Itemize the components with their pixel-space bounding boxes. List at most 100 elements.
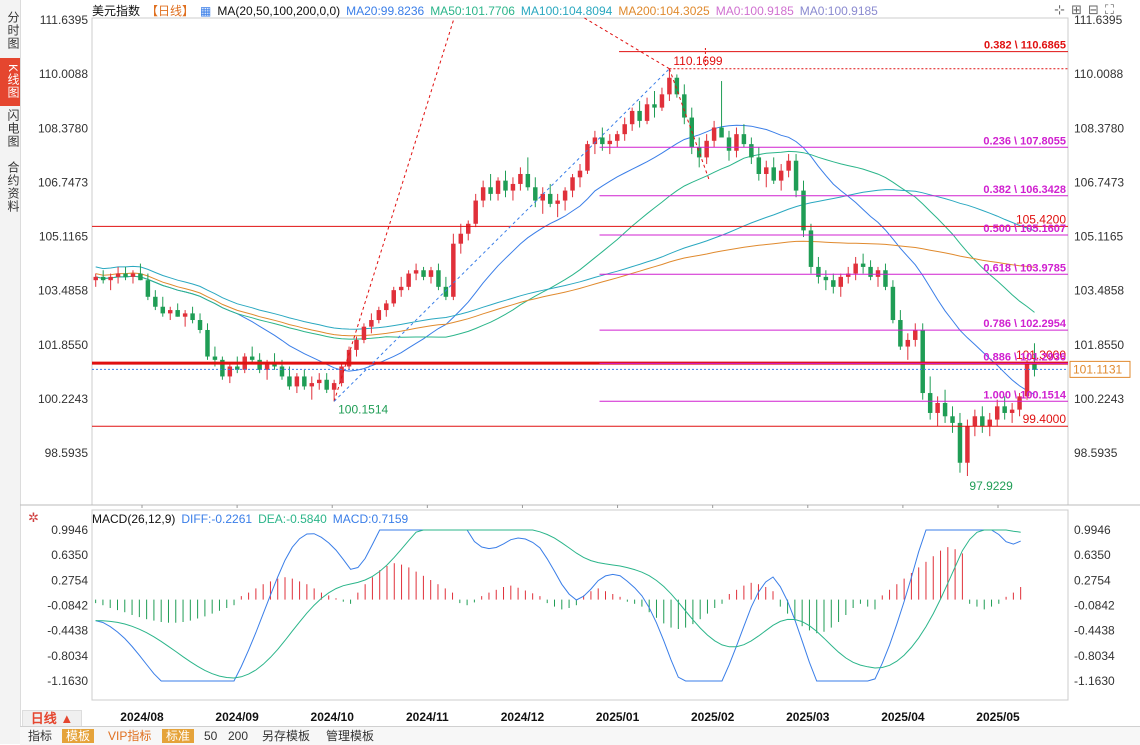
candle-body <box>279 366 285 377</box>
candle-body <box>786 160 791 171</box>
candle-body <box>93 276 98 281</box>
candle-body <box>719 127 724 138</box>
candle-body <box>942 402 948 417</box>
candle-body <box>883 270 888 287</box>
macd-axis-tick-label-right: -0.4438 <box>1074 624 1115 638</box>
y-axis-tick-label: 103.4858 <box>38 284 88 298</box>
period-200-button[interactable]: 200 <box>228 729 249 743</box>
macd-axis-tick-label: 0.9946 <box>51 523 88 537</box>
macd-label: MACD(26,12,9) <box>92 512 176 526</box>
zoom-out-icon[interactable]: ⊟ <box>1087 2 1105 17</box>
candle-body <box>175 310 180 317</box>
x-axis-tick-label: 2025/02 <box>691 710 735 724</box>
y-axis-tick-label-right: 103.4858 <box>1074 284 1124 298</box>
chart-toolbar: ⊹⊞⊟⛶ <box>1054 2 1120 18</box>
candle-body <box>220 359 225 377</box>
period-selector-button[interactable]: 日线 ▲ <box>22 710 82 728</box>
period-50-button[interactable]: 50 <box>204 729 218 743</box>
standard-button[interactable]: 标准 <box>162 729 195 743</box>
candle-body <box>749 144 754 158</box>
x-axis-tick-label: 2025/04 <box>881 710 925 724</box>
sidebar-tab-timeshare[interactable]: 分时图 <box>6 10 20 50</box>
candle-body <box>816 266 821 277</box>
candle-body <box>704 140 709 158</box>
macd-diff: DIFF:-0.2261 <box>181 512 253 526</box>
candle-body <box>808 230 814 267</box>
x-axis-tick-label: 2024/12 <box>501 710 545 724</box>
candle-body <box>123 273 128 277</box>
vip-indicator-button[interactable]: VIP指标 <box>108 729 152 743</box>
y-axis-tick-label: 110.0088 <box>39 67 88 81</box>
candle-body <box>138 273 143 281</box>
candle-body <box>540 193 545 201</box>
save-template-button[interactable]: 另存模板 <box>262 729 311 743</box>
candle-body <box>249 356 255 360</box>
crosshair-icon[interactable]: ⊹ <box>1054 2 1072 17</box>
candle-body <box>860 263 866 267</box>
candle-body <box>108 276 113 281</box>
fib-level-label: 0.886 \ 101.2936 <box>983 351 1066 363</box>
candle-body <box>197 320 203 330</box>
fib-anchor-line <box>333 68 670 402</box>
candle-body <box>413 270 419 274</box>
candle-body <box>182 313 188 317</box>
candle-body <box>980 416 985 427</box>
candle-body <box>585 144 590 171</box>
symbol-name: 美元指数 <box>92 4 141 18</box>
candle-body <box>994 406 1000 420</box>
ma50-value: MA50:101.7706 <box>430 4 515 18</box>
current-price-tag <box>1069 360 1131 378</box>
y-axis-tick-label: 101.8550 <box>38 338 88 352</box>
candle-body <box>845 273 851 277</box>
x-axis-tick-label: 2024/10 <box>311 710 355 724</box>
candle-body <box>987 419 993 427</box>
candle-body <box>361 326 367 340</box>
candle-body <box>935 402 940 413</box>
y-axis-tick-label-right: 100.2243 <box>1074 392 1124 406</box>
candle-body <box>637 110 642 121</box>
candle-body <box>398 286 404 291</box>
candle-body <box>510 183 516 191</box>
candle-body <box>227 366 233 377</box>
macd-axis-tick-label-right: 0.2754 <box>1074 573 1111 587</box>
indicator-settings-icon[interactable]: ▦ <box>200 4 212 18</box>
current-price-value: 101.1131 <box>1073 362 1122 376</box>
trend-line-up <box>333 17 455 402</box>
ma-label: MA(20,50,100,200,0,0) <box>217 4 341 18</box>
candle-body <box>607 140 613 145</box>
sidebar-tab-lightning[interactable]: 闪电图 <box>6 108 20 148</box>
fullscreen-icon[interactable]: ⛶ <box>1104 2 1120 17</box>
candle-body <box>451 243 456 297</box>
candle-body <box>1024 363 1030 397</box>
macd-axis-tick-label-right: -1.1630 <box>1074 674 1115 688</box>
sidebar-tab-kline[interactable]: K线图 <box>0 58 20 106</box>
template-button[interactable]: 模板 <box>62 729 95 743</box>
macd-dea: DEA:-0.5840 <box>258 512 327 526</box>
candle-body <box>682 94 687 118</box>
candle-body <box>868 266 873 277</box>
main-plot-frame <box>91 17 1069 506</box>
candle-body <box>756 157 762 174</box>
candle-body <box>145 280 151 297</box>
candle-body <box>711 127 717 141</box>
candle-body <box>1017 396 1022 410</box>
zoom-in-icon[interactable]: ⊞ <box>1071 2 1088 17</box>
candle-body <box>674 77 680 95</box>
candle-body <box>793 160 799 191</box>
x-axis-tick-label: 2024/11 <box>406 710 449 724</box>
sidebar-tab-contract-info[interactable]: 合约资料 <box>6 161 20 213</box>
candle-body <box>346 349 352 367</box>
period-label: 【日线】 <box>146 4 195 18</box>
candle-body <box>331 383 337 390</box>
candle-body <box>391 290 396 304</box>
candle-body <box>317 379 322 384</box>
manage-template-button[interactable]: 管理模板 <box>326 729 375 743</box>
candle-body <box>473 200 478 224</box>
candle-body <box>406 273 411 287</box>
chart-area[interactable]: ✲ 111.6395 111.6395 110.0088 110.0088 108.378… <box>20 0 1140 726</box>
y-axis-tick-label: 98.5935 <box>45 446 89 460</box>
indicator-button[interactable]: 指标 <box>28 729 53 743</box>
candle-body <box>257 359 262 370</box>
candle-body <box>592 137 598 145</box>
candle-body <box>629 110 635 125</box>
